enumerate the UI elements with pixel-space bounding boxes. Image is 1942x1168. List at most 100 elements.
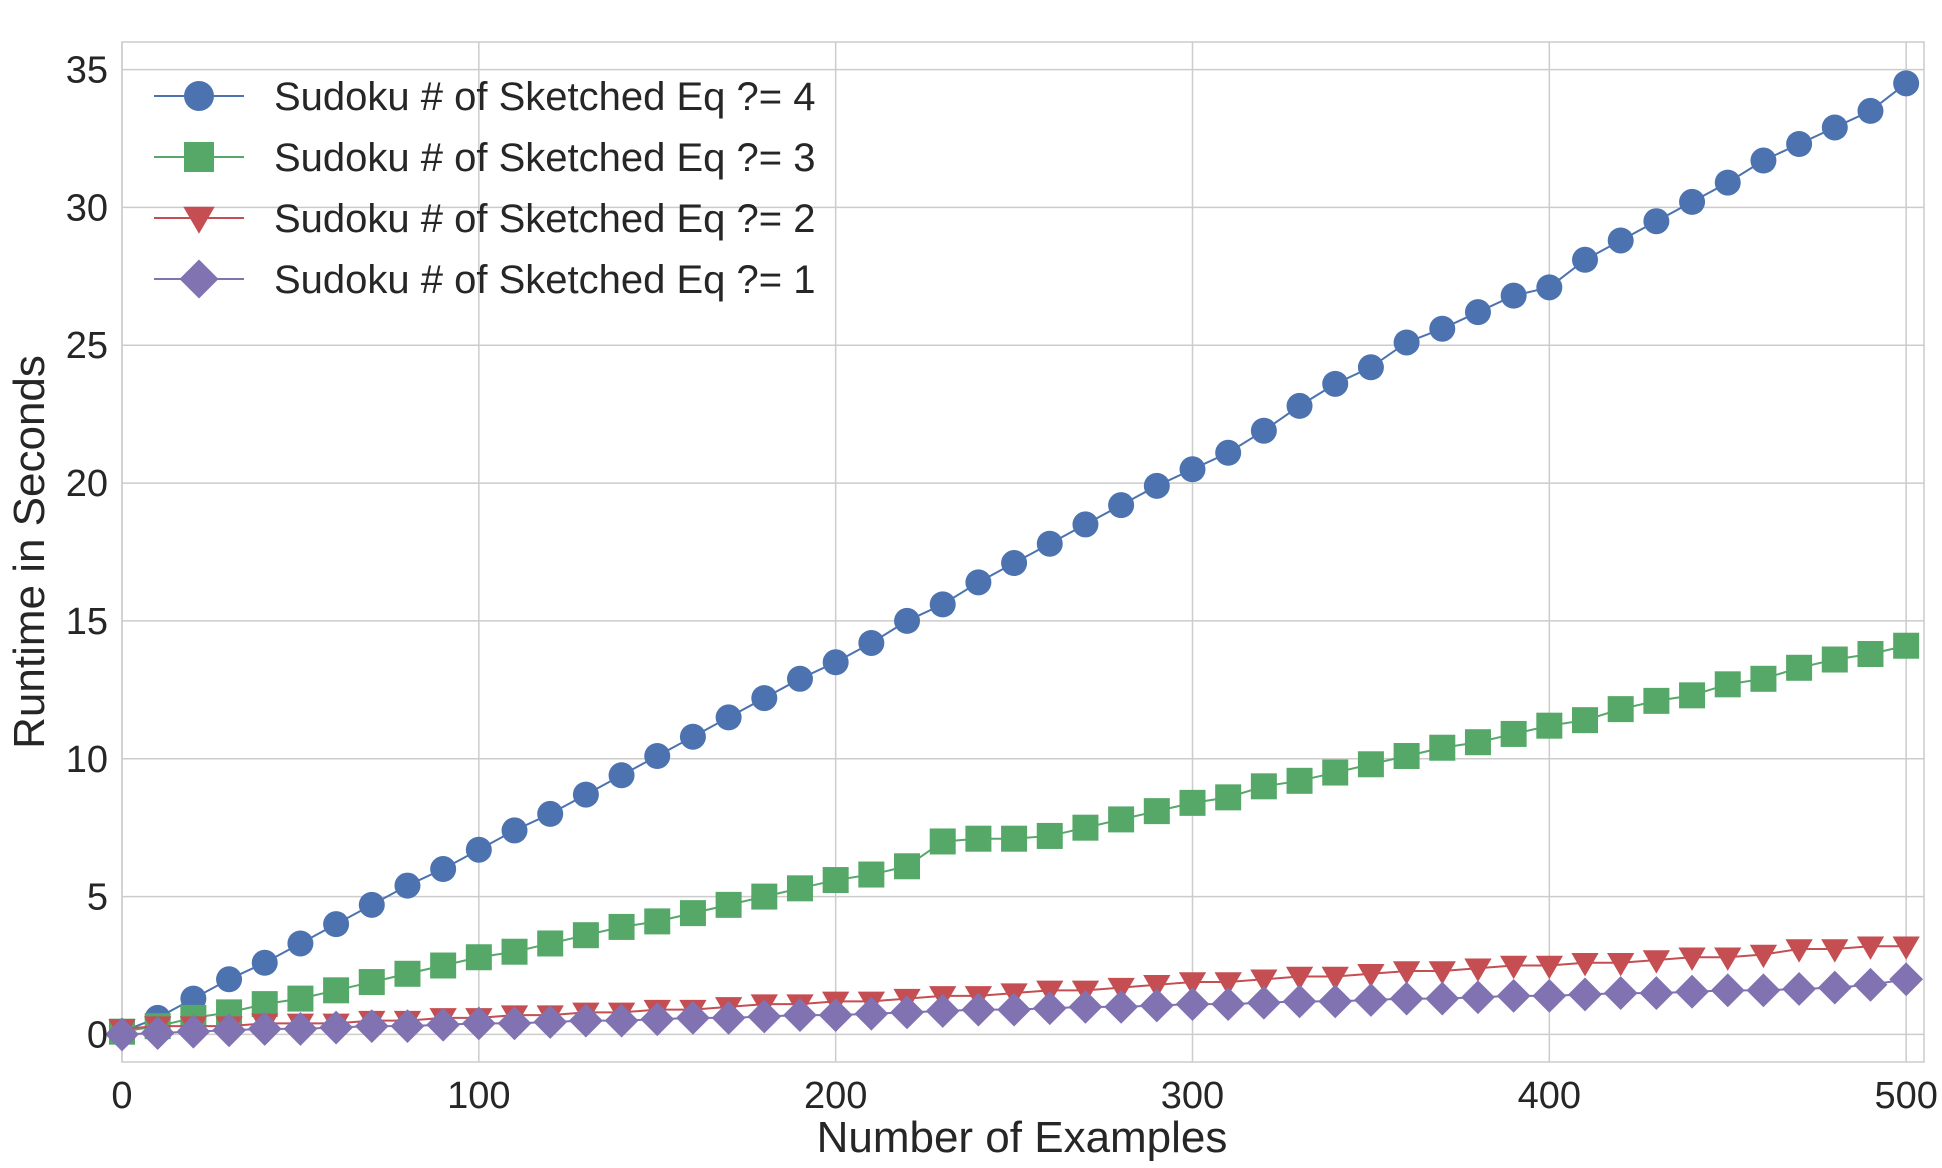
data-point bbox=[1175, 987, 1210, 1022]
data-point bbox=[1393, 743, 1420, 769]
data-point bbox=[1250, 417, 1277, 444]
data-point bbox=[822, 649, 849, 676]
y-tick-label: 0 bbox=[87, 1014, 108, 1056]
data-point bbox=[604, 1003, 639, 1038]
y-tick-labels: 0 5 10 15 20 25 30 35 bbox=[66, 50, 108, 1057]
data-point bbox=[1322, 759, 1349, 786]
data-point bbox=[1178, 972, 1207, 996]
data-point bbox=[323, 977, 350, 1004]
data-point bbox=[572, 781, 599, 808]
data-point bbox=[1607, 696, 1634, 723]
legend-marker bbox=[183, 206, 215, 234]
legend-label: Sudoku # of Sketched Eq ?= 1 bbox=[274, 258, 816, 302]
data-point bbox=[1179, 456, 1206, 483]
data-point bbox=[323, 911, 350, 938]
data-point bbox=[216, 966, 243, 993]
data-point bbox=[1536, 274, 1563, 301]
data-point bbox=[1500, 282, 1527, 309]
legend-item: Sudoku # of Sketched Eq ?= 1 bbox=[154, 258, 816, 302]
data-point bbox=[715, 891, 742, 918]
data-point bbox=[394, 872, 421, 899]
data-point bbox=[894, 607, 921, 634]
y-tick-label: 15 bbox=[66, 601, 108, 643]
data-point bbox=[890, 995, 924, 1030]
data-point bbox=[461, 1006, 496, 1041]
plot-background bbox=[121, 41, 1925, 1063]
data-point bbox=[430, 856, 457, 883]
legend-label: Sudoku # of Sketched Eq ?= 4 bbox=[274, 75, 816, 119]
data-point bbox=[426, 1007, 461, 1042]
data-point bbox=[1889, 962, 1924, 997]
data-point bbox=[1321, 966, 1349, 991]
data-point bbox=[1285, 966, 1314, 991]
data-point bbox=[1639, 976, 1674, 1010]
y-tick-label: 20 bbox=[66, 463, 108, 505]
x-tick-label: 300 bbox=[1161, 1075, 1224, 1117]
data-point bbox=[568, 1003, 603, 1038]
data-point bbox=[1714, 947, 1742, 971]
x-tick-label: 0 bbox=[111, 1075, 132, 1117]
legend-label: Sudoku # of Sketched Eq ?= 3 bbox=[274, 136, 816, 180]
data-point bbox=[1425, 981, 1460, 1016]
data-point bbox=[1357, 964, 1385, 988]
data-point bbox=[287, 985, 314, 1012]
data-point bbox=[533, 1005, 568, 1039]
data-point bbox=[537, 930, 564, 957]
data-point bbox=[1786, 654, 1813, 681]
data-point bbox=[1072, 814, 1099, 841]
x-axis-title: Number of Examples bbox=[817, 1113, 1228, 1162]
data-point bbox=[1714, 671, 1741, 698]
data-point bbox=[1032, 991, 1067, 1026]
legend-label: Sudoku # of Sketched Eq ?= 2 bbox=[274, 197, 816, 241]
data-point bbox=[1786, 131, 1813, 157]
series-1 bbox=[109, 70, 1920, 1045]
data-point bbox=[608, 762, 635, 789]
data-point bbox=[1607, 227, 1634, 254]
data-point bbox=[1892, 936, 1920, 960]
data-point bbox=[965, 569, 992, 596]
data-point bbox=[1354, 983, 1388, 1017]
data-point bbox=[287, 930, 314, 957]
data-point bbox=[1532, 978, 1567, 1013]
data-point bbox=[1535, 955, 1563, 980]
data-point bbox=[501, 938, 528, 965]
data-point bbox=[1499, 955, 1528, 980]
data-point bbox=[1322, 370, 1349, 397]
data-point bbox=[537, 800, 564, 827]
x-tick-label: 500 bbox=[1874, 1075, 1937, 1117]
data-point bbox=[1250, 773, 1277, 800]
data-point bbox=[929, 591, 956, 618]
data-point bbox=[1068, 989, 1103, 1024]
data-point bbox=[1603, 976, 1638, 1010]
data-point bbox=[786, 665, 813, 692]
y-tick-label: 25 bbox=[66, 325, 108, 367]
data-point bbox=[1108, 806, 1135, 833]
y-tick-label: 35 bbox=[66, 50, 108, 92]
y-tick-label: 30 bbox=[66, 187, 108, 229]
grid-lines bbox=[121, 42, 1924, 1062]
x-tick-labels: 0 100 200 300 400 500 bbox=[111, 1075, 1937, 1117]
data-point bbox=[858, 629, 885, 656]
data-point bbox=[390, 1009, 425, 1044]
data-point bbox=[676, 1000, 710, 1035]
data-point bbox=[1749, 944, 1778, 969]
data-point bbox=[1072, 511, 1099, 538]
data-point bbox=[783, 998, 817, 1033]
data-point bbox=[1318, 984, 1353, 1019]
data-point bbox=[1143, 472, 1170, 499]
data-point bbox=[1536, 712, 1563, 739]
data-point bbox=[858, 861, 885, 888]
data-point bbox=[283, 1012, 318, 1046]
data-point bbox=[1821, 114, 1848, 141]
data-point bbox=[1429, 734, 1456, 761]
data-point bbox=[965, 825, 992, 852]
data-point bbox=[212, 1013, 246, 1048]
data-point bbox=[1679, 682, 1706, 709]
data-point bbox=[572, 922, 599, 949]
data-point bbox=[1678, 947, 1706, 971]
data-point bbox=[1393, 329, 1420, 356]
data-point bbox=[1250, 969, 1278, 993]
data-point bbox=[1036, 530, 1063, 557]
x-tick-label: 100 bbox=[447, 1075, 510, 1117]
data-point bbox=[1392, 961, 1421, 985]
